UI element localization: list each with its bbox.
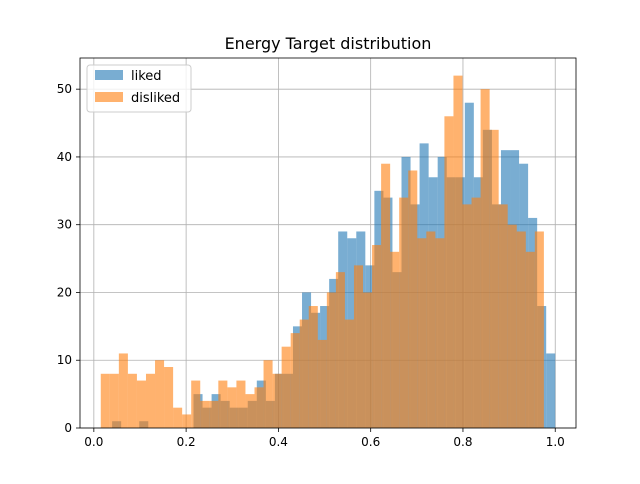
bar-disliked [353, 265, 364, 428]
legend: liked disliked [86, 64, 192, 113]
x-tick-label: 0.0 [84, 435, 103, 449]
bar-disliked [471, 197, 481, 428]
y-tick-label: 20 [57, 285, 72, 299]
bar-disliked [308, 306, 318, 428]
bar-disliked [317, 339, 327, 428]
bar-disliked [344, 319, 354, 428]
bar-disliked [218, 380, 228, 428]
y-tick-label: 50 [57, 82, 72, 96]
x-tick-label: 0.8 [453, 435, 472, 449]
bar-disliked [363, 292, 373, 428]
bar-disliked [507, 224, 517, 428]
bar-disliked [145, 373, 156, 428]
x-tick-label: 0.4 [269, 435, 288, 449]
x-axis: 0.0 0.2 0.4 0.6 0.8 1.0 [84, 428, 565, 449]
bar-disliked [408, 170, 418, 428]
y-tick-label: 10 [57, 353, 72, 367]
bar-disliked [109, 373, 119, 428]
bar-disliked [281, 346, 291, 428]
bar-disliked [489, 129, 499, 429]
bar-disliked [245, 394, 255, 428]
bar-disliked [381, 163, 391, 428]
bar-disliked [326, 292, 336, 428]
bar-disliked [182, 414, 192, 428]
bar-disliked [118, 353, 128, 428]
bar-liked [546, 353, 556, 428]
bar-disliked [127, 373, 137, 428]
bar-disliked [534, 231, 544, 428]
bar-disliked [290, 333, 300, 428]
bar-disliked [426, 231, 436, 428]
bar-disliked [227, 387, 237, 428]
legend-label-disliked: disliked [131, 91, 180, 106]
legend-label-liked: liked [131, 69, 162, 84]
legend-swatch-liked [95, 70, 123, 80]
bar-disliked [155, 360, 165, 428]
chart-title: Energy Target distribution [225, 34, 432, 53]
legend-swatch-disliked [95, 92, 123, 102]
bar-disliked [525, 251, 535, 428]
bar-disliked [335, 272, 345, 428]
y-tick-label: 30 [57, 218, 72, 232]
bar-disliked [200, 400, 210, 428]
bar-disliked [498, 204, 508, 428]
bar-disliked [191, 380, 201, 428]
bar-disliked [399, 197, 409, 428]
bar-disliked [453, 75, 463, 428]
bar-disliked [417, 238, 427, 428]
plot-frame [79, 57, 577, 429]
bar-disliked [263, 360, 273, 428]
bar-disliked [136, 380, 146, 428]
bar-disliked [435, 238, 445, 428]
bar-disliked [164, 367, 174, 428]
series-disliked [100, 75, 544, 429]
x-tick-label: 0.6 [361, 435, 380, 449]
x-tick-label: 1.0 [546, 435, 565, 449]
bar-disliked [209, 400, 219, 428]
y-tick-label: 0 [64, 421, 72, 435]
bar-disliked [480, 89, 490, 429]
bar-disliked [462, 204, 472, 428]
bar-disliked [444, 116, 454, 429]
bar-disliked [173, 407, 183, 428]
x-tick-label: 0.2 [177, 435, 196, 449]
bar-disliked [272, 373, 282, 428]
bar-disliked [372, 245, 382, 428]
bar-disliked [299, 319, 309, 428]
histogram-bars [100, 75, 556, 429]
y-tick-label: 40 [57, 150, 72, 164]
y-axis: 0 10 20 30 40 50 [57, 82, 80, 435]
bar-disliked [236, 380, 246, 428]
bar-disliked [100, 373, 110, 428]
bar-disliked [516, 231, 526, 428]
bar-disliked [254, 387, 264, 428]
bar-disliked [390, 251, 400, 428]
